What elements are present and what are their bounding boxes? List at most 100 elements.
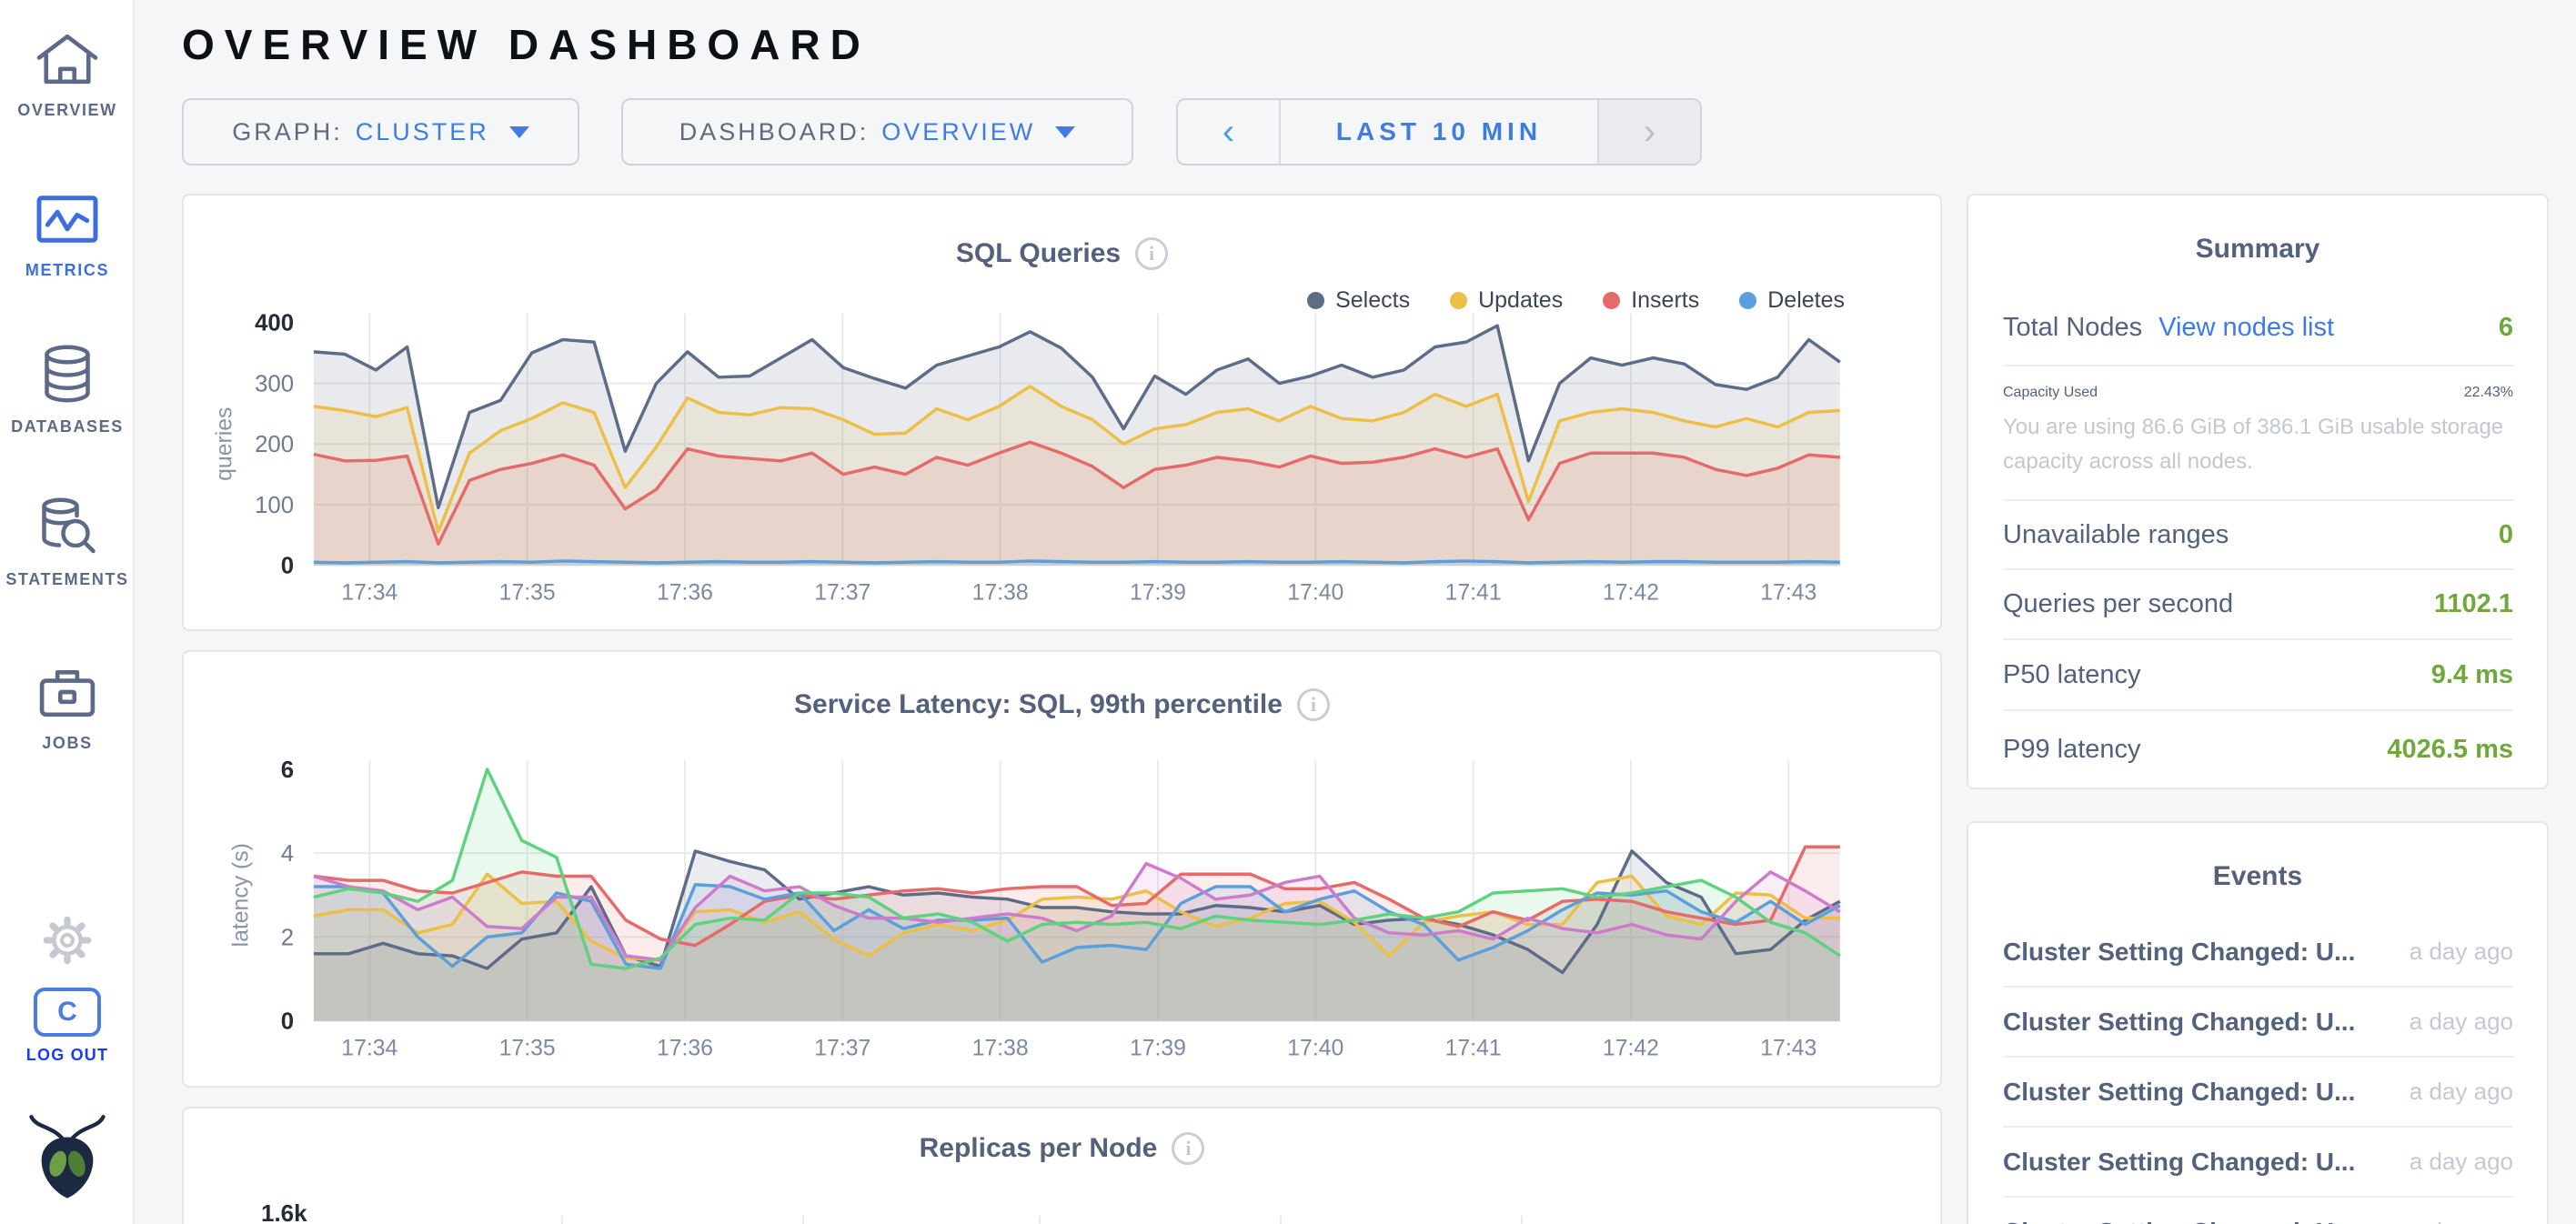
event-text: Cluster Setting Changed: U... xyxy=(2003,937,2356,966)
info-icon[interactable]: i xyxy=(1135,237,1169,270)
time-range-value[interactable]: LAST 10 MIN xyxy=(1335,117,1543,145)
svg-text:17:39: 17:39 xyxy=(1130,580,1186,605)
svg-text:17:35: 17:35 xyxy=(499,580,556,605)
info-icon[interactable]: i xyxy=(1296,688,1330,721)
graph-dropdown[interactable]: GRAPH: CLUSTER xyxy=(182,98,579,166)
row-value: 0 xyxy=(2498,519,2513,549)
time-range-selector: ‹ LAST 10 MIN › xyxy=(1176,98,1702,166)
sql-queries-chart-card: 17:34 17:35 17:36 17:37 17:38 17:39 17:40 17:41… xyxy=(182,194,1942,631)
legend-item-selects[interactable]: Selects xyxy=(1307,287,1410,314)
event-time: a day ago xyxy=(2410,1218,2513,1224)
svg-text:queries: queries xyxy=(213,407,237,481)
svg-text:17:35: 17:35 xyxy=(499,1036,556,1060)
chart-title-row: Replicas per Node i xyxy=(184,1132,1940,1165)
event-time: a day ago xyxy=(2409,938,2513,965)
gridline xyxy=(561,1216,563,1224)
svg-text:17:39: 17:39 xyxy=(1130,1036,1186,1060)
chart-title-row: Service Latency: SQL, 99th percentile i xyxy=(184,688,1940,721)
summary-row-capacity: Capacity Used 22.43% You are using 86.6 … xyxy=(2003,366,2513,501)
graph-dropdown-label: GRAPH: xyxy=(232,117,343,145)
sidebar-item-metrics[interactable]: METRICS xyxy=(0,191,135,280)
svg-text:100: 100 xyxy=(255,493,294,518)
dashboard-dropdown-label: DASHBOARD: xyxy=(679,117,870,145)
svg-text:17:37: 17:37 xyxy=(814,580,870,605)
row-label: Total Nodes xyxy=(2003,312,2143,342)
view-nodes-link[interactable]: View nodes list xyxy=(2158,312,2335,342)
legend-item-inserts[interactable]: Inserts xyxy=(1603,287,1699,314)
legend-item-updates[interactable]: Updates xyxy=(1450,287,1563,314)
svg-text:17:37: 17:37 xyxy=(814,1036,870,1060)
chart-title: Replicas per Node xyxy=(919,1133,1158,1163)
chart-title: Service Latency: SQL, 99th percentile xyxy=(794,689,1283,719)
svg-text:17:41: 17:41 xyxy=(1445,1036,1502,1060)
metrics-icon xyxy=(32,191,103,252)
event-row[interactable]: Cluster Setting Changed: U... a day ago xyxy=(2003,1198,2513,1224)
legend-label: Inserts xyxy=(1631,287,1700,313)
sidebar-item-label: DATABASES xyxy=(11,417,124,436)
gridline xyxy=(802,1216,804,1224)
chart-title: SQL Queries xyxy=(955,238,1122,268)
summary-title: Summary xyxy=(2195,234,2320,264)
chevron-down-icon xyxy=(1055,125,1076,138)
sidebar-item-statements[interactable]: STATEMENTS xyxy=(0,497,135,589)
event-row[interactable]: Cluster Setting Changed: U... a day ago xyxy=(2003,918,2513,988)
legend-label: Selects xyxy=(1335,287,1411,313)
svg-text:2: 2 xyxy=(281,925,294,950)
svg-text:400: 400 xyxy=(255,311,294,336)
summary-row-p99: P99 latency 4026.5 ms xyxy=(2003,711,2513,788)
event-row[interactable]: Cluster Setting Changed: U... a day ago xyxy=(2003,1128,2513,1198)
y-axis-tick: 1.6k xyxy=(261,1199,307,1224)
svg-text:17:40: 17:40 xyxy=(1287,1036,1343,1060)
svg-text:17:41: 17:41 xyxy=(1445,580,1502,605)
chart-title-row: SQL Queries i xyxy=(184,237,1940,270)
svg-text:17:40: 17:40 xyxy=(1287,580,1343,605)
sidebar-item-jobs[interactable]: JOBS xyxy=(0,664,135,753)
event-row[interactable]: Cluster Setting Changed: U... a day ago xyxy=(2003,988,2513,1058)
event-text: Cluster Setting Changed: U... xyxy=(2003,1007,2356,1036)
legend-dot-icon xyxy=(1739,292,1757,309)
sidebar-item-overview[interactable]: OVERVIEW xyxy=(0,31,135,120)
legend-label: Updates xyxy=(1478,287,1564,313)
replicas-per-node-chart-card: Replicas per Node i 1.6k xyxy=(182,1107,1942,1224)
time-next-button[interactable]: › xyxy=(1597,100,1700,164)
sidebar-item-label: JOBS xyxy=(42,734,93,752)
logout-monogram: C xyxy=(57,997,77,1027)
cockroach-bug-icon xyxy=(28,1113,106,1205)
sql-queries-chart: 17:34 17:35 17:36 17:37 17:38 17:39 17:40 17:41… xyxy=(213,311,1841,605)
svg-text:200: 200 xyxy=(255,432,294,457)
gridline xyxy=(1039,1216,1041,1224)
legend-label: Deletes xyxy=(1767,287,1845,313)
svg-text:0: 0 xyxy=(281,554,294,579)
settings-gear[interactable] xyxy=(0,911,135,974)
gridline xyxy=(1280,1216,1282,1224)
event-row[interactable]: Cluster Setting Changed: U... a day ago xyxy=(2003,1058,2513,1128)
row-value: 1102.1 xyxy=(2433,589,2513,618)
sidebar: OVERVIEW METRICS DATABASES xyxy=(0,0,135,1224)
chevron-left-icon: ‹ xyxy=(1222,111,1235,152)
legend-dot-icon xyxy=(1450,292,1468,309)
graph-dropdown-value: CLUSTER xyxy=(355,117,489,145)
time-prev-button[interactable]: ‹ xyxy=(1178,100,1281,164)
row-label: P99 latency xyxy=(2003,734,2141,764)
summary-row-total-nodes: Total Nodes View nodes list 6 xyxy=(2003,290,2513,366)
logout-button[interactable]: C LOG OUT xyxy=(0,988,135,1065)
svg-text:17:34: 17:34 xyxy=(341,580,397,605)
sidebar-item-databases[interactable]: DATABASES xyxy=(0,344,135,436)
svg-text:17:36: 17:36 xyxy=(657,1036,713,1060)
cockroachdb-logo xyxy=(0,1113,135,1205)
sidebar-item-label: STATEMENTS xyxy=(5,570,129,588)
svg-text:17:43: 17:43 xyxy=(1760,1036,1816,1060)
legend-item-deletes[interactable]: Deletes xyxy=(1739,287,1845,314)
logout-monogram-icon: C xyxy=(34,988,101,1037)
svg-text:latency (s): latency (s) xyxy=(229,843,254,947)
events-title: Events xyxy=(2212,861,2303,891)
capacity-description: You are using 86.6 GiB of 386.1 GiB usab… xyxy=(2003,415,2504,474)
svg-text:300: 300 xyxy=(255,371,294,396)
gear-icon xyxy=(38,911,96,974)
event-time: a day ago xyxy=(2409,1008,2513,1035)
svg-text:17:38: 17:38 xyxy=(972,1036,1029,1060)
chart-legend: Selects Updates Inserts Deletes xyxy=(1307,287,1845,314)
dashboard-dropdown[interactable]: DASHBOARD: OVERVIEW xyxy=(621,98,1133,166)
info-icon[interactable]: i xyxy=(1172,1132,1205,1165)
svg-text:17:38: 17:38 xyxy=(972,580,1029,605)
